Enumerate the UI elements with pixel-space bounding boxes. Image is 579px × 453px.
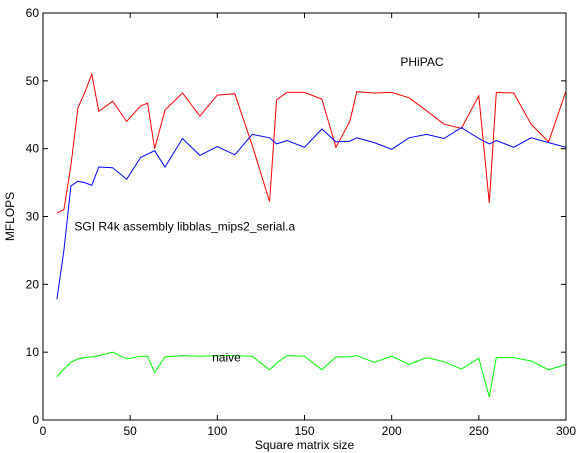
x-tick-label: 250 [469, 424, 489, 438]
y-tick-label: 60 [26, 6, 40, 20]
x-tick-label: 0 [40, 424, 47, 438]
tick-layer: 0 50 100 150 200 250 300 0 10 20 30 40 50 60 [26, 6, 577, 438]
series-line-sgi-r4k-assembly-libblas-mips2-serial-a [56, 127, 567, 300]
series-line-naive [56, 351, 567, 398]
x-tick-label: 50 [123, 424, 137, 438]
x-tick-label: 300 [556, 424, 576, 438]
y-tick-label: 30 [26, 210, 40, 224]
annotation-layer: PHiPAC SGI R4k assembly libblas_mips2_ser… [74, 55, 443, 365]
series-line-phipac [56, 72, 567, 214]
x-tick-label: 200 [382, 424, 402, 438]
y-tick-label: 50 [26, 74, 40, 88]
y-axis-label: MFLOPS [3, 192, 17, 241]
y-tick-label: 20 [26, 277, 40, 291]
y-tick-label: 40 [26, 142, 40, 156]
x-tick-label: 100 [207, 424, 227, 438]
annotation-naive: naive [212, 351, 241, 365]
y-tick-label: 10 [26, 345, 40, 359]
x-tick-label: 150 [294, 424, 314, 438]
y-tick-label: 0 [32, 413, 39, 427]
x-axis-label: Square matrix size [255, 438, 355, 452]
series-layer [56, 72, 567, 398]
annotation-sgi-r4k-assembly-libblas-mips2-serial-a: SGI R4k assembly libblas_mips2_serial.a [74, 220, 295, 234]
annotation-phipac: PHiPAC [400, 55, 443, 69]
